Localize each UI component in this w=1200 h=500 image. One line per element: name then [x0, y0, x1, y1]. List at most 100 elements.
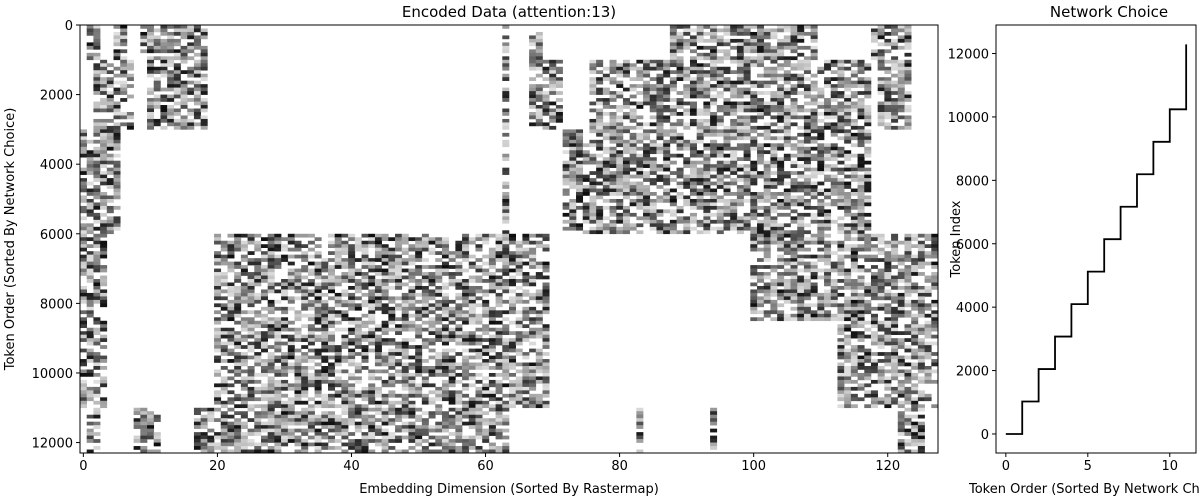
heatmap-cell	[435, 393, 443, 398]
heatmap-cell	[455, 303, 463, 308]
heatmap-cell	[750, 118, 758, 123]
heatmap-cell	[153, 38, 161, 43]
heatmap-cell	[173, 25, 181, 29]
heatmap-cell	[167, 42, 175, 47]
heatmap-cell	[629, 160, 637, 165]
heatmap-cell	[689, 160, 697, 165]
heatmap-cell	[321, 393, 329, 398]
heatmap-cell	[173, 87, 181, 92]
heatmap-cell	[260, 383, 268, 388]
heatmap-cell	[904, 105, 912, 109]
heatmap-cell	[757, 226, 765, 231]
heatmap-cell	[850, 192, 858, 196]
heatmap-cell	[401, 352, 409, 356]
heatmap-cell	[596, 167, 604, 172]
heatmap-cell	[864, 202, 872, 207]
heatmap-cell	[341, 292, 349, 297]
heatmap-cell	[817, 254, 825, 259]
heatmap-cell	[368, 331, 376, 335]
heatmap-cell	[844, 369, 852, 374]
heatmap-cell	[696, 129, 704, 134]
heatmap-cell	[797, 125, 805, 130]
heatmap-cell	[113, 216, 121, 221]
heatmap-cell	[80, 171, 87, 175]
heatmap-cell	[844, 94, 852, 99]
heatmap-cell	[897, 84, 905, 88]
heatmap-cell	[897, 25, 905, 29]
heatmap-cell	[884, 261, 892, 266]
heatmap-cell	[415, 251, 423, 255]
heatmap-cell	[669, 122, 677, 127]
heatmap-cell	[850, 366, 858, 370]
heatmap-cell	[535, 334, 543, 339]
heatmap-cell	[388, 237, 396, 242]
heatmap-cell	[260, 289, 268, 294]
heatmap-cell	[636, 185, 644, 189]
heatmap-cell	[240, 320, 248, 325]
heatmap-cell	[757, 219, 765, 224]
heatmap-cell	[824, 310, 832, 315]
heatmap-cell	[803, 160, 811, 165]
heatmap-cell	[401, 348, 409, 353]
heatmap-cell	[830, 265, 838, 269]
heatmap-cell	[334, 275, 342, 280]
heatmap-cell	[435, 313, 443, 318]
heatmap-cell	[602, 122, 610, 127]
heatmap-cell	[897, 115, 905, 120]
heatmap-cell	[850, 108, 858, 113]
heatmap-cell	[455, 272, 463, 276]
heatmap-cell	[917, 352, 925, 356]
heatmap-cell	[736, 198, 744, 203]
heatmap-cell	[100, 195, 108, 200]
heatmap-cell	[240, 324, 248, 329]
heatmap-cell	[763, 171, 771, 175]
heatmap-cell	[622, 87, 630, 92]
heatmap-cell	[877, 258, 885, 262]
heatmap-cell	[770, 310, 778, 315]
heatmap-cell	[891, 56, 899, 61]
heatmap-cell	[636, 198, 644, 203]
heatmap-cell	[864, 87, 872, 92]
heatmap-cell	[187, 111, 195, 116]
heatmap-cell	[730, 129, 738, 134]
heatmap-cell	[214, 282, 222, 287]
heatmap-cell	[301, 393, 309, 398]
heatmap-cell	[147, 38, 155, 43]
heatmap-cell	[100, 355, 108, 360]
heatmap-cell	[515, 341, 523, 346]
heatmap-cell	[636, 73, 644, 78]
heatmap-cell	[529, 122, 537, 127]
heatmap-cell	[783, 181, 791, 186]
heatmap-cell	[629, 87, 637, 92]
heatmap-cell	[294, 376, 302, 381]
heatmap-cell	[743, 129, 751, 134]
heatmap-cell	[314, 372, 322, 377]
heatmap-cell	[897, 35, 905, 40]
heatmap-cell	[877, 63, 885, 68]
heatmap-cell	[93, 87, 101, 92]
heatmap-cell	[388, 341, 396, 346]
heatmap-cell	[777, 84, 785, 88]
heatmap-cell	[870, 341, 878, 346]
heatmap-cell	[220, 341, 228, 346]
heatmap-cell	[676, 185, 684, 189]
heatmap-cell	[515, 362, 523, 367]
heatmap-cell	[757, 247, 765, 252]
heatmap-cell	[710, 77, 718, 81]
heatmap-cell	[777, 240, 785, 245]
heatmap-cell	[361, 272, 369, 276]
heatmap-cell	[783, 63, 791, 68]
heatmap-cell	[106, 205, 114, 210]
heatmap-cell	[522, 386, 530, 391]
heatmap-cell	[502, 87, 510, 92]
heatmap-cell	[468, 254, 476, 259]
heatmap-cell	[187, 73, 195, 78]
heatmap-cell	[462, 348, 470, 353]
heatmap-cell	[669, 212, 677, 217]
heatmap-cell	[844, 352, 852, 356]
heatmap-cell	[743, 38, 751, 43]
heatmap-cell	[810, 275, 818, 280]
heatmap-cell	[837, 258, 845, 262]
heatmap-cell	[810, 174, 818, 179]
heatmap-cell	[100, 174, 108, 179]
